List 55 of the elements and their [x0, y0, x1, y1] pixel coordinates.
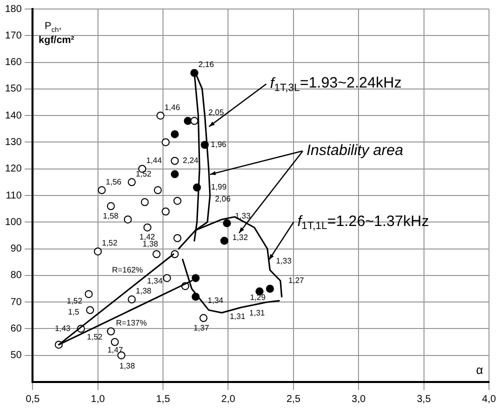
y-tick-label: 80: [10, 270, 22, 282]
annotation: 1,27: [288, 276, 305, 285]
annotation: 1,37: [193, 323, 210, 332]
annotation: 1,47: [107, 346, 124, 355]
annotation: 2,16: [198, 60, 214, 70]
annotation: 1,96: [210, 140, 227, 150]
annotation: 1,52: [66, 296, 83, 306]
annotation: 1,58: [102, 211, 120, 220]
x-tick-label: 3,0: [352, 394, 366, 405]
annotation: 1,34: [208, 296, 224, 305]
annotation: R=162%: [112, 266, 143, 275]
annotation: R=137%: [116, 318, 147, 328]
annotation: 1,31: [249, 308, 266, 318]
y-tick-label: 170: [4, 30, 22, 42]
annotation: 1,34: [146, 276, 164, 286]
y-tick-label: 90: [10, 244, 22, 255]
y-tick-label: 50: [10, 350, 22, 362]
annotation: 1,5: [68, 307, 80, 316]
x-tick-label: 2,5: [286, 394, 301, 405]
y-tick-label: 180: [4, 4, 22, 15]
annotation: 1,56: [106, 177, 122, 186]
x-tick-label: 1,0: [90, 394, 106, 405]
y-tick-label: 70: [10, 296, 22, 308]
annotation: 1,46: [164, 102, 181, 112]
annotation: 1,52: [86, 332, 104, 342]
y-tick-label: 60: [10, 323, 22, 334]
annotation: 1,52: [102, 238, 118, 248]
annotation: 1,32: [232, 232, 248, 242]
annotation: 1,52: [136, 169, 152, 178]
annotation: 1,38: [119, 362, 136, 371]
annotation: 1,44: [146, 156, 162, 166]
x-tick-label: 2,0: [221, 394, 236, 405]
x-axis-title: α: [476, 363, 484, 377]
x-tick-label: 0,5: [26, 394, 40, 405]
y-tick-label: 160: [4, 57, 22, 68]
annotation: 1,31: [230, 312, 246, 321]
y-tick-label: 150: [4, 84, 22, 95]
annotation: 2,06: [214, 194, 232, 204]
y-tick-label: 110: [6, 190, 22, 202]
y-tick-label: 140: [4, 110, 22, 122]
annotation: 1,43: [54, 324, 72, 333]
annotation: 1,38: [142, 239, 159, 248]
annotation: 1,99: [210, 182, 228, 192]
annotation: 1,38: [136, 286, 152, 296]
y-tick-label: 130: [4, 136, 22, 148]
x-tick-label: 4,0: [482, 394, 496, 405]
annotation: 1,29: [250, 292, 266, 302]
annotation: 2,24: [182, 156, 199, 166]
annotation: Instability area: [306, 142, 404, 159]
y-tick-label: 100: [4, 216, 22, 228]
annotation: 1,42: [139, 232, 156, 242]
y-tick-label: 120: [4, 164, 22, 175]
x-tick-label: 1,5: [156, 394, 170, 405]
annotation: 1,33: [276, 256, 292, 266]
x-tick-label: 3,5: [416, 394, 432, 405]
